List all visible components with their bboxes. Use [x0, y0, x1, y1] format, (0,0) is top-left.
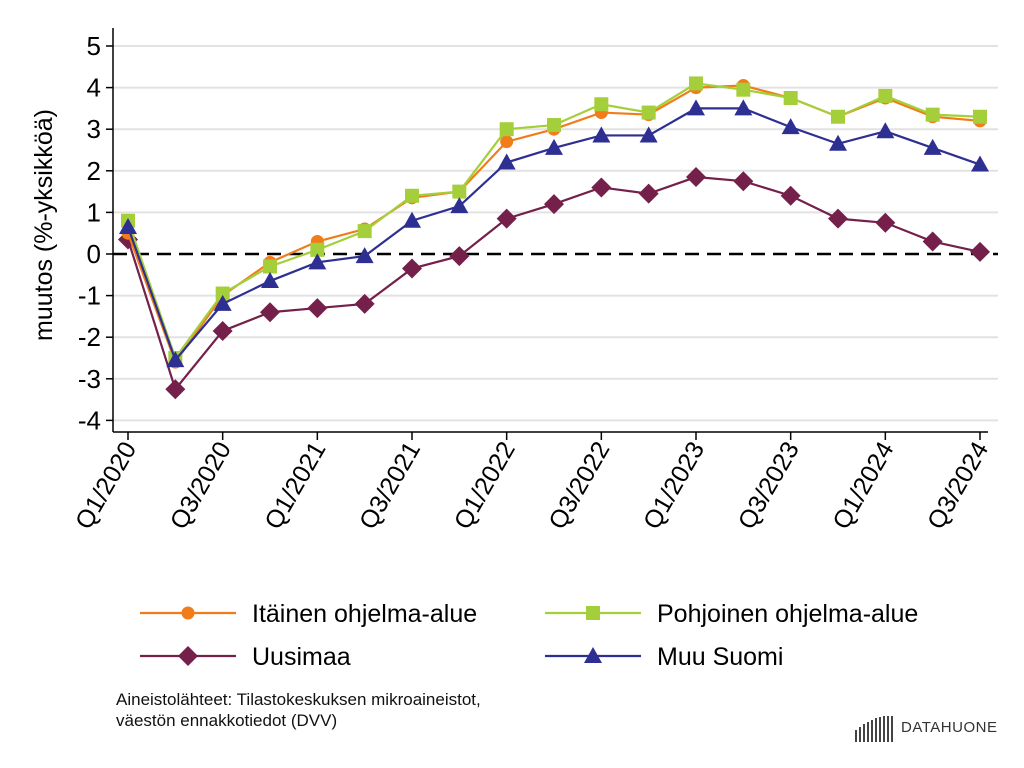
x-tick-label: Q3/2022	[543, 437, 615, 534]
data-point	[733, 171, 754, 192]
data-point	[308, 253, 327, 270]
y-tick-label: 4	[87, 73, 101, 103]
data-point	[165, 379, 186, 400]
x-tick-label: Q3/2024	[922, 437, 994, 534]
data-point	[686, 167, 706, 188]
y-axis-label: muutos (%-yksikköä)	[30, 109, 58, 341]
data-point	[402, 258, 422, 279]
data-point	[781, 118, 800, 135]
x-tick-label: Q1/2021	[259, 437, 331, 534]
data-point	[261, 272, 279, 289]
data-point	[831, 109, 845, 124]
data-point	[875, 212, 896, 233]
data-point	[641, 105, 656, 120]
data-point	[734, 99, 753, 116]
data-point	[307, 298, 328, 319]
data-point	[736, 82, 751, 97]
y-tick-label: 0	[87, 239, 101, 269]
x-tick-label: Q1/2022	[449, 437, 521, 534]
data-point	[499, 122, 514, 137]
x-tick-label: Q3/2020	[165, 437, 237, 534]
data-point	[166, 351, 185, 368]
data-point	[403, 211, 421, 228]
x-tick-label: Q1/2023	[638, 437, 710, 534]
x-tick-label: Q3/2021	[354, 437, 426, 534]
y-tick-label: 2	[87, 156, 101, 186]
y-tick-label: -2	[78, 322, 101, 352]
data-point	[263, 259, 277, 274]
data-point	[405, 188, 419, 203]
data-point	[829, 134, 847, 151]
data-point	[545, 138, 563, 155]
data-point	[878, 88, 893, 103]
data-point	[496, 208, 517, 229]
barcode-logo-icon	[855, 716, 893, 742]
source-line-2: väestön ennakkotiedot (DVV)	[116, 711, 338, 730]
data-point	[591, 177, 612, 198]
y-tick-label: -3	[78, 364, 101, 394]
legend-label: Muu Suomi	[657, 643, 783, 671]
data-point	[212, 320, 233, 341]
y-tick-label: -4	[78, 405, 101, 435]
data-point	[971, 155, 989, 172]
x-tick-label: Q3/2023	[733, 437, 805, 534]
data-point	[354, 293, 375, 314]
data-point	[450, 197, 469, 214]
y-tick-label: -1	[78, 281, 101, 311]
legend-marker	[584, 647, 602, 663]
data-point	[357, 224, 372, 239]
data-point	[923, 138, 942, 155]
data-point	[310, 242, 325, 257]
data-point	[780, 185, 801, 206]
data-point	[828, 208, 848, 229]
data-point	[260, 302, 280, 323]
data-point	[925, 107, 940, 122]
y-tick-label: 5	[87, 31, 101, 61]
data-point	[547, 118, 561, 133]
data-point	[783, 91, 798, 105]
data-point	[687, 99, 705, 116]
data-point	[639, 126, 658, 143]
data-point	[638, 183, 659, 204]
data-point	[970, 241, 990, 262]
legend-marker	[586, 606, 600, 620]
data-point	[689, 76, 703, 91]
legend-label: Uusimaa	[252, 643, 351, 671]
legend-marker	[178, 646, 198, 666]
data-point	[497, 153, 516, 170]
data-point	[594, 97, 609, 112]
y-tick-label: 1	[87, 197, 101, 227]
data-point	[449, 246, 470, 267]
data-point	[544, 194, 564, 215]
legend-label: Pohjoinen ohjelma-alue	[657, 600, 918, 628]
data-point	[119, 217, 137, 234]
data-point	[592, 126, 611, 143]
x-tick-label: Q1/2020	[70, 437, 142, 534]
data-point	[452, 184, 467, 199]
legend-marker	[181, 606, 195, 620]
legend-label: Itäinen ohjelma-alue	[252, 600, 477, 628]
data-point	[500, 135, 514, 149]
datahuone-logo: DATAHUONE	[855, 712, 997, 742]
logo-text: DATAHUONE	[901, 718, 998, 736]
data-point	[973, 109, 987, 124]
data-point	[355, 247, 374, 264]
source-note: Aineistolähteet: Tilastokeskuksen mikroa…	[116, 689, 481, 731]
x-tick-label: Q1/2024	[827, 437, 899, 534]
data-point	[922, 231, 943, 252]
y-tick-label: 3	[87, 114, 101, 144]
data-point	[213, 294, 232, 311]
source-line-1: Aineistolähteet: Tilastokeskuksen mikroa…	[116, 690, 481, 709]
data-point	[876, 122, 895, 139]
data-point	[215, 286, 230, 301]
